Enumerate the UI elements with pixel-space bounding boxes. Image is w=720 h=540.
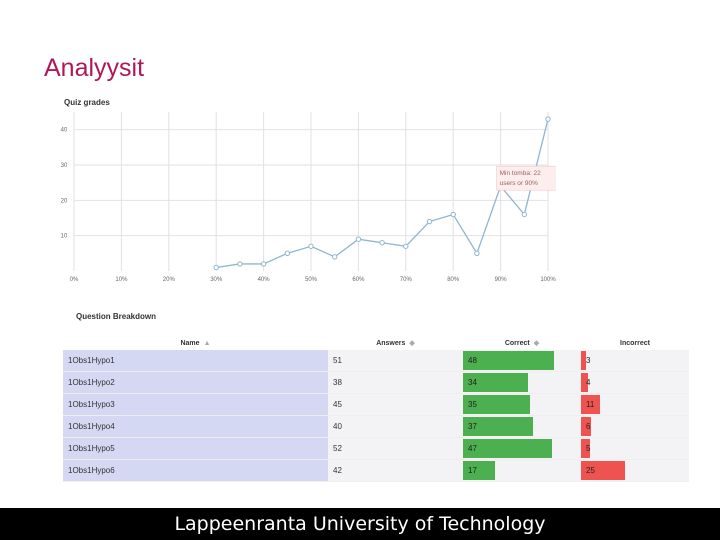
correct-cell: 47 bbox=[463, 437, 581, 460]
correct-bar bbox=[463, 395, 530, 414]
table-row: 1Obs1Hypo2 38 34 4 bbox=[63, 371, 689, 394]
table-row: 1Obs1Hypo4 40 37 6 bbox=[63, 415, 689, 438]
y-tick-label: 20 bbox=[61, 198, 68, 204]
incorrect-cell: 6 bbox=[581, 415, 689, 438]
answers-count: 51 bbox=[328, 350, 463, 372]
data-point bbox=[474, 250, 480, 257]
correct-bar bbox=[463, 439, 553, 458]
chart-title: Quiz grades bbox=[64, 98, 110, 107]
header-name[interactable]: Name ▲ bbox=[63, 336, 328, 350]
tooltip-text: Min tomba: 22 bbox=[500, 170, 542, 177]
data-point bbox=[355, 236, 362, 242]
footer-banner: Lappeenranta University of Technology bbox=[0, 508, 720, 540]
x-tick-label: 100% bbox=[540, 277, 556, 283]
correct-value: 47 bbox=[468, 444, 477, 453]
y-tick-label: 10 bbox=[61, 234, 68, 240]
x-tick-label: 70% bbox=[400, 277, 413, 283]
slide-title: Analyysit bbox=[44, 54, 145, 82]
table-row: 1Obs1Hypo1 51 48 3 bbox=[63, 350, 689, 372]
x-tick-label: 90% bbox=[495, 277, 508, 283]
table-row: 1Obs1Hypo5 52 47 5 bbox=[63, 437, 689, 460]
data-point bbox=[237, 261, 243, 267]
incorrect-bar bbox=[581, 351, 587, 370]
table-row: 1Obs1Hypo6 42 17 25 bbox=[63, 459, 689, 482]
correct-value: 17 bbox=[468, 466, 477, 475]
answers-count: 38 bbox=[328, 371, 463, 394]
data-point bbox=[545, 116, 551, 122]
question-name: 1Obs1Hypo3 bbox=[63, 393, 328, 416]
incorrect-cell: 11 bbox=[581, 393, 689, 416]
sort-icon[interactable]: ◆ bbox=[533, 340, 540, 347]
data-point bbox=[426, 218, 433, 225]
y-tick-label: 30 bbox=[61, 163, 68, 169]
incorrect-cell: 4 bbox=[581, 371, 689, 394]
x-tick-label: 80% bbox=[447, 277, 460, 283]
correct-cell: 17 bbox=[463, 459, 581, 482]
x-tick-label: 50% bbox=[305, 277, 318, 283]
data-point bbox=[450, 211, 456, 218]
answers-count: 45 bbox=[328, 393, 463, 416]
incorrect-value: 6 bbox=[586, 422, 591, 431]
tooltip-box bbox=[496, 165, 556, 191]
incorrect-value: 5 bbox=[586, 444, 591, 453]
question-name: 1Obs1Hypo2 bbox=[63, 371, 328, 394]
incorrect-bar bbox=[581, 417, 592, 436]
header-incorrect[interactable]: Incorrect bbox=[581, 336, 689, 350]
x-tick-label: 10% bbox=[115, 277, 128, 283]
question-name: 1Obs1Hypo5 bbox=[63, 437, 328, 460]
question-breakdown-table: Name ▲ Answers ◆ Correct ◆ Incorrect 1Obs1H… bbox=[63, 336, 689, 482]
question-name: 1Obs1Hypo6 bbox=[63, 459, 328, 482]
data-point bbox=[403, 243, 409, 249]
correct-value: 48 bbox=[468, 356, 477, 365]
correct-cell: 48 bbox=[463, 350, 581, 372]
question-name: 1Obs1Hypo4 bbox=[63, 415, 328, 438]
correct-value: 37 bbox=[468, 422, 477, 431]
incorrect-value: 3 bbox=[586, 356, 591, 365]
y-tick-label: 40 bbox=[61, 128, 68, 134]
x-tick-label: 20% bbox=[163, 277, 176, 283]
correct-cell: 37 bbox=[463, 415, 581, 438]
correct-value: 34 bbox=[468, 378, 477, 387]
correct-bar bbox=[463, 351, 555, 370]
incorrect-value: 25 bbox=[586, 466, 595, 475]
tooltip-text: users or 90% bbox=[500, 180, 539, 187]
breakdown-title: Question Breakdown bbox=[76, 312, 157, 321]
correct-bar bbox=[463, 461, 496, 480]
data-point bbox=[379, 240, 385, 246]
quiz-grades-chart: 0% 10% 20% 30% 40% 50% 60% 70% 80% 90% 100% 10 20 30 4… bbox=[61, 112, 556, 283]
x-tick-label: 30% bbox=[210, 277, 223, 283]
answers-count: 40 bbox=[328, 415, 463, 438]
table-row: 1Obs1Hypo3 45 35 11 bbox=[63, 393, 689, 416]
incorrect-bar bbox=[581, 439, 590, 458]
incorrect-value: 4 bbox=[586, 378, 591, 387]
x-tick-label: 0% bbox=[70, 277, 79, 283]
sort-asc-icon[interactable]: ▲ bbox=[203, 339, 211, 347]
incorrect-cell: 25 bbox=[581, 459, 689, 482]
incorrect-cell: 3 bbox=[581, 350, 689, 372]
correct-bar bbox=[463, 373, 528, 392]
correct-bar bbox=[463, 417, 534, 436]
correct-cell: 35 bbox=[463, 393, 581, 416]
incorrect-value: 11 bbox=[586, 400, 595, 409]
incorrect-bar bbox=[581, 461, 625, 480]
x-tick-label: 60% bbox=[352, 277, 365, 283]
data-point bbox=[521, 211, 527, 218]
data-point bbox=[284, 250, 291, 257]
incorrect-cell: 5 bbox=[581, 437, 689, 460]
data-point bbox=[260, 261, 267, 267]
sort-icon[interactable]: ◆ bbox=[409, 340, 415, 347]
data-point bbox=[332, 254, 338, 260]
x-tick-label: 40% bbox=[258, 277, 271, 283]
question-name: 1Obs1Hypo1 bbox=[63, 350, 328, 372]
incorrect-bar bbox=[581, 395, 601, 414]
data-point bbox=[213, 264, 219, 271]
incorrect-bar bbox=[581, 373, 588, 392]
answers-count: 52 bbox=[328, 437, 463, 460]
data-point bbox=[308, 243, 314, 249]
answers-count: 42 bbox=[328, 459, 463, 482]
correct-value: 35 bbox=[468, 400, 477, 409]
correct-cell: 34 bbox=[463, 371, 581, 394]
header-answers[interactable]: Answers ◆ bbox=[328, 336, 463, 350]
header-correct[interactable]: Correct ◆ bbox=[463, 336, 581, 350]
